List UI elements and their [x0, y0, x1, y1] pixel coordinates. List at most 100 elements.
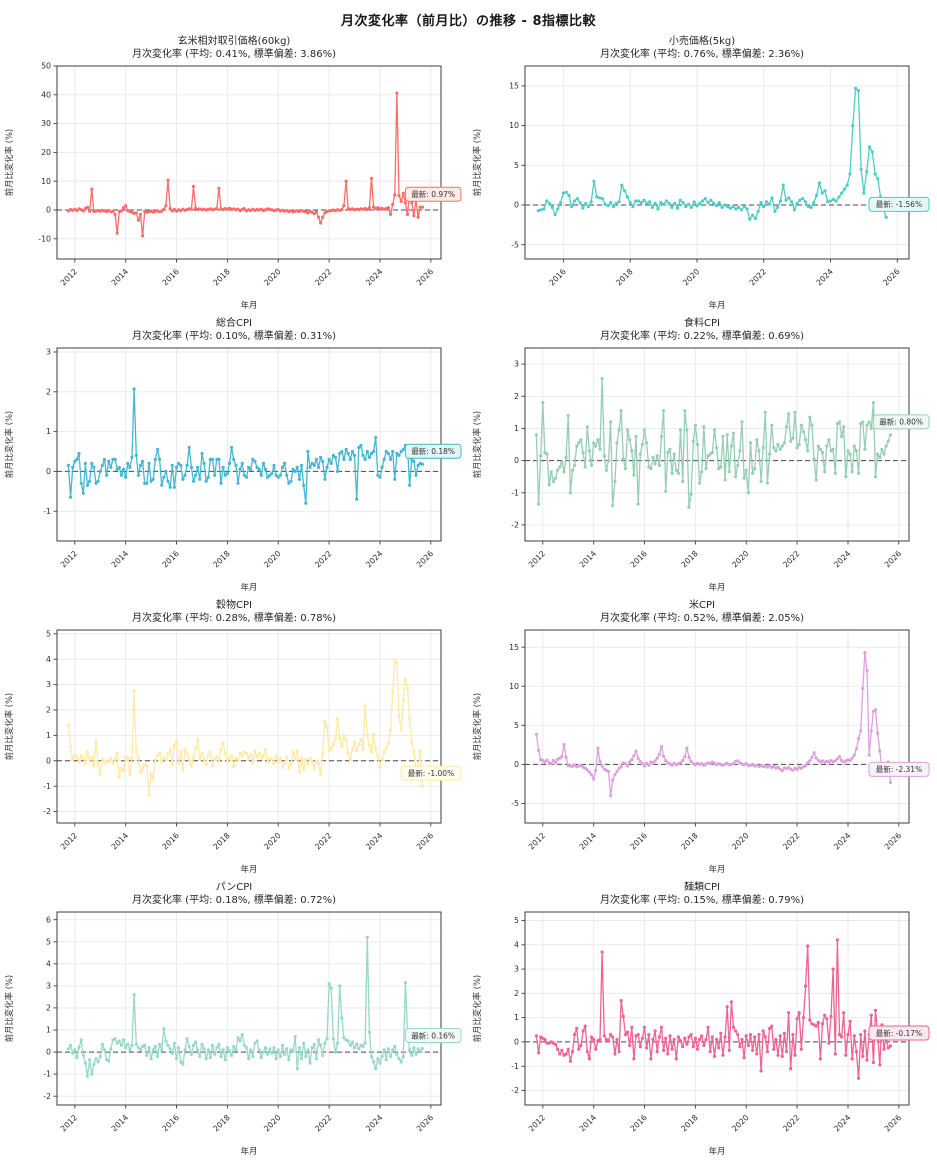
x-tick-label: 2018: [211, 831, 231, 851]
chart-grid: 玄米相対取引価格(60kg) 月次変化率 (平均: 0.41%, 標準偏差: 3…: [0, 30, 937, 1158]
chart-cpi-cereals: 穀物CPI 月次変化率 (平均: 0.28%, 標準偏差: 0.78%) -2-…: [0, 594, 468, 876]
y-tick-label: -1: [43, 507, 51, 516]
series-markers: [534, 377, 892, 509]
x-tick-label: 2022: [781, 1113, 801, 1133]
y-tick-label: -2: [43, 807, 51, 816]
y-tick-label: 10: [509, 121, 519, 130]
x-tick-label: 2020: [681, 267, 701, 287]
x-tick-label: 2024: [832, 1113, 852, 1133]
x-tick-label: 2016: [629, 831, 649, 851]
svg-text:最新: -1.00%: 最新: -1.00%: [408, 768, 454, 778]
x-tick-label: 2024: [364, 1113, 384, 1133]
y-tick-label: 1: [46, 1026, 51, 1035]
series-line: [67, 659, 424, 796]
y-tick-label: 5: [514, 161, 519, 170]
x-axis-label: 年月: [241, 300, 258, 310]
x-tick-label: 2022: [313, 1113, 333, 1133]
chart-subtitle: 月次変化率 (平均: 0.15%, 標準偏差: 0.79%): [600, 894, 804, 906]
svg-text:最新: 0.80%: 最新: 0.80%: [879, 417, 923, 427]
chart-title: 米CPI: [689, 600, 715, 611]
series-markers: [66, 658, 424, 797]
x-tick-label: 2012: [527, 831, 547, 851]
chart-genmai-trade-price: 玄米相対取引価格(60kg) 月次変化率 (平均: 0.41%, 標準偏差: 3…: [0, 30, 468, 312]
x-tick-label: 2014: [110, 1113, 130, 1133]
x-tick-label: 2022: [748, 267, 768, 287]
x-tick-label: 2014: [110, 549, 130, 569]
x-tick-label: 2012: [59, 831, 79, 851]
x-tick-label: 2026: [415, 1113, 435, 1133]
y-axis-label: 前月比変化率 (%): [4, 975, 14, 1042]
x-axis-label: 年月: [241, 1146, 258, 1156]
x-tick-label: 2014: [578, 1113, 598, 1133]
y-tick-label: 4: [46, 959, 51, 968]
series-line: [535, 652, 892, 797]
y-tick-label: -1: [43, 782, 51, 791]
x-tick-label: 2012: [59, 1113, 79, 1133]
latest-annotation: 最新: -0.17%: [868, 1025, 930, 1041]
y-tick-label: 4: [46, 655, 51, 664]
y-tick-label: 1: [46, 427, 51, 436]
chart-cpi-noodles: 麺類CPI 月次変化率 (平均: 0.15%, 標準偏差: 0.79%) -2-…: [468, 876, 936, 1158]
x-tick-label: 2020: [730, 1113, 750, 1133]
chart-cpi-general: 総合CPI 月次変化率 (平均: 0.10%, 標準偏差: 0.31%) -1 0…: [0, 312, 468, 594]
x-tick-label: 2020: [262, 831, 282, 851]
x-tick-label: 2022: [313, 267, 333, 287]
y-tick-label: 15: [509, 82, 519, 91]
y-tick-label: -2: [511, 1086, 519, 1095]
plot-border: [56, 347, 442, 542]
series-markers: [66, 387, 424, 505]
y-tick-label: 1: [514, 424, 519, 433]
x-tick-label: 2014: [578, 549, 598, 569]
x-axis-label: 年月: [241, 864, 258, 874]
x-tick-label: 2022: [781, 831, 801, 851]
chart-canvas: -1 0 1 2 3 2012 2014 2016 2018 2020 2022 2024 2026 年月…: [4, 347, 462, 592]
series-line: [68, 92, 423, 237]
x-tick-label: 2024: [364, 549, 384, 569]
latest-annotation: 最新: 0.80%: [872, 414, 930, 430]
chart-cpi-rice: 米CPI 月次変化率 (平均: 0.52%, 標準偏差: 2.05%) -5 0 5…: [468, 594, 936, 876]
y-tick-label: -1: [43, 1070, 51, 1079]
series-markers: [536, 86, 888, 221]
x-tick-label: 2018: [211, 549, 231, 569]
latest-annotation: 最新: 0.16%: [404, 1028, 462, 1043]
x-tick-label: 2026: [881, 267, 901, 287]
y-axis-label: 前月比変化率 (%): [4, 129, 14, 196]
y-tick-label: 1: [46, 731, 51, 740]
y-tick-label: -1: [511, 1062, 519, 1071]
series-line: [67, 936, 423, 1077]
series-markers: [66, 935, 424, 1078]
y-tick-label: 0: [514, 201, 519, 210]
y-tick-label: 2: [514, 989, 519, 998]
y-tick-label: 0: [46, 756, 51, 765]
x-tick-label: 2026: [883, 831, 903, 851]
x-tick-label: 2026: [415, 267, 435, 287]
y-tick-label: 3: [46, 680, 51, 689]
chart-title: 穀物CPI: [216, 600, 252, 611]
svg-text:最新: -0.17%: 最新: -0.17%: [876, 1028, 922, 1038]
series-markers: [534, 938, 892, 1080]
y-tick-label: 5: [46, 937, 51, 946]
y-tick-label: 0: [46, 1048, 51, 1057]
y-tick-label: 40: [41, 90, 51, 99]
chart-canvas: -2 -1 0 1 2 3 4 5 2012 2014 2016 2018 2020 2022 2024 20…: [4, 629, 462, 874]
series-markers: [534, 651, 892, 798]
plot-border: [56, 911, 442, 1106]
x-tick-label: 2018: [211, 1113, 231, 1133]
x-tick-label: 2020: [262, 549, 282, 569]
x-tick-label: 2014: [578, 831, 598, 851]
y-tick-label: 4: [514, 940, 519, 949]
chart-canvas: -5 0 5 10 15 2016 2018 2020 2022 2024 2026 年月 前月比変化率…: [472, 65, 930, 310]
plot-border: [524, 629, 910, 824]
x-tick-label: 2020: [262, 1113, 282, 1133]
y-tick-label: 15: [509, 643, 519, 652]
x-tick-label: 2022: [313, 831, 333, 851]
y-tick-label: 1: [514, 1013, 519, 1022]
y-tick-label: 3: [46, 348, 51, 357]
y-tick-label: 0: [514, 1038, 519, 1047]
svg-text:最新: 0.18%: 最新: 0.18%: [411, 446, 455, 456]
x-tick-label: 2020: [730, 549, 750, 569]
x-tick-label: 2016: [629, 1113, 649, 1133]
y-tick-label: 5: [46, 629, 51, 638]
x-axis-label: 年月: [241, 582, 258, 592]
chart-title: 食料CPI: [684, 318, 720, 329]
